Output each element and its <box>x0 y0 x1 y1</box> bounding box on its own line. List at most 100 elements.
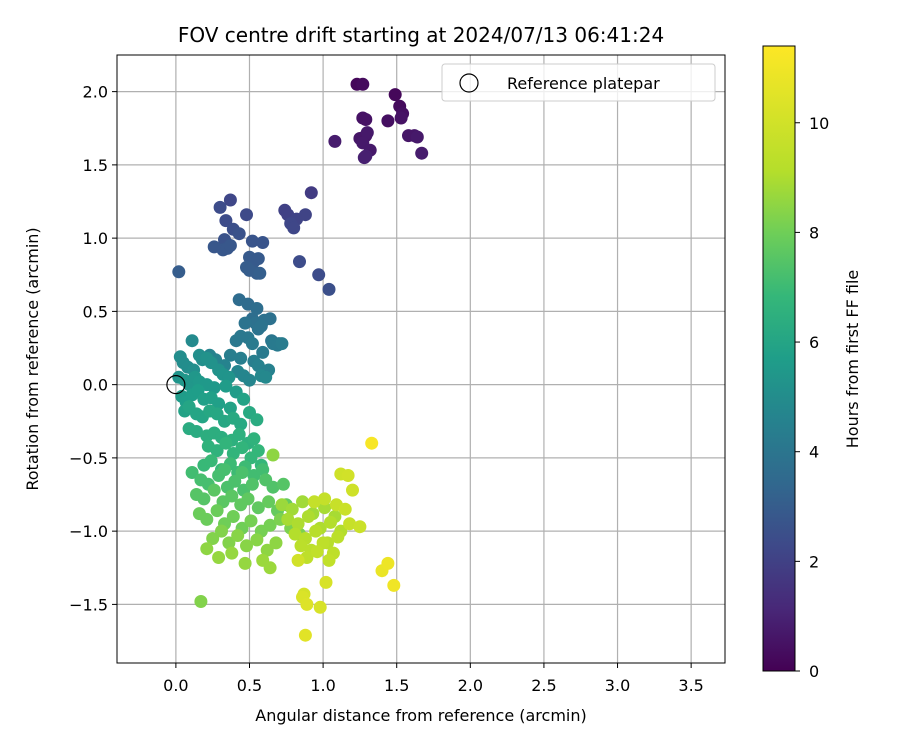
scatter-point <box>251 252 265 266</box>
scatter-point <box>204 454 218 468</box>
scatter-point <box>243 373 256 387</box>
scatter-point <box>301 510 315 523</box>
scatter-point <box>359 113 373 126</box>
y-tick-label: −1.5 <box>69 595 108 614</box>
scatter-point <box>357 151 371 165</box>
scatter-point <box>263 312 277 326</box>
colorbar: 0 2 4 6 8 10 Hours from first FF file <box>762 45 862 681</box>
scatter-point <box>304 186 318 200</box>
chart-title: FOV centre drift starting at 2024/07/13 … <box>178 23 664 47</box>
scatter-point <box>415 146 429 160</box>
scatter-point <box>343 517 357 531</box>
scatter-point <box>310 545 324 559</box>
scatter-point <box>251 359 265 373</box>
legend-marker-reference <box>459 73 479 93</box>
scatter-point <box>244 514 258 528</box>
scatter-point <box>322 553 336 567</box>
scatter-point <box>338 502 352 516</box>
scatter-point <box>250 302 264 315</box>
x-tick-label: 1.5 <box>384 676 409 695</box>
scatter-point <box>240 208 253 222</box>
scatter-point <box>318 492 332 506</box>
scatter-point <box>365 436 379 450</box>
scatter-point <box>235 441 249 455</box>
scatter-point <box>212 551 226 564</box>
scatter-point <box>296 495 309 509</box>
scatter-point <box>226 510 240 523</box>
scatter-point <box>322 282 336 296</box>
scatter-point <box>256 463 270 477</box>
scatter-point <box>225 546 239 560</box>
scatter-point <box>219 379 233 393</box>
scatter-point <box>341 469 355 482</box>
scatter-point <box>312 268 326 282</box>
scatter-point <box>234 417 248 431</box>
scatter-point <box>262 495 276 509</box>
y-axis-ticks: −1.5 −1.0 −0.5 0.0 0.5 1.0 1.5 2.0 <box>69 83 117 614</box>
scatter-point <box>293 255 306 269</box>
y-tick-label: 0.0 <box>83 376 108 395</box>
scatter-point <box>346 483 359 497</box>
x-tick-label: 3.0 <box>605 676 630 695</box>
scatter-point <box>243 263 256 277</box>
data-points <box>172 77 429 642</box>
scatter-point <box>245 234 259 248</box>
scatter-point <box>394 111 408 125</box>
scatter-point <box>218 463 231 477</box>
colorbar-gradient <box>762 45 796 672</box>
x-tick-label: 1.0 <box>310 676 335 695</box>
colorbar-tick-label: 2 <box>809 552 819 571</box>
colorbar-ticks: 0 2 4 6 8 10 <box>795 114 829 681</box>
scatter-point <box>219 214 233 228</box>
reference-marker-layer <box>166 375 186 395</box>
scatter-point <box>238 556 252 570</box>
y-tick-label: 1.5 <box>83 156 108 175</box>
scatter-point <box>235 466 249 479</box>
scatter-point <box>287 221 301 235</box>
scatter-point <box>256 236 270 249</box>
x-tick-label: 2.0 <box>458 676 483 695</box>
scatter-point <box>207 381 221 395</box>
scatter-point <box>245 477 259 491</box>
scatter-point <box>223 401 237 415</box>
x-axis-ticks: 0.0 0.5 1.0 1.5 2.0 2.5 3.0 3.5 <box>163 663 704 695</box>
x-axis-label: Angular distance from reference (arcmin) <box>255 706 586 725</box>
scatter-point <box>228 474 242 488</box>
scatter-point <box>223 193 237 207</box>
scatter-point <box>353 520 367 534</box>
scatter-point <box>206 532 220 545</box>
colorbar-tick-label: 8 <box>809 223 819 242</box>
scatter-point <box>328 134 342 148</box>
colorbar-tick-label: 10 <box>809 114 829 133</box>
scatter-point <box>212 397 226 411</box>
scatter-point <box>237 392 251 406</box>
scatter-point <box>388 88 402 102</box>
scatter-point <box>281 512 295 526</box>
colorbar-tick-label: 6 <box>809 333 819 352</box>
scatter-point <box>245 337 259 351</box>
scatter-point <box>260 543 274 557</box>
scatter-point <box>219 436 233 450</box>
scatter-point <box>251 501 265 515</box>
scatter-point <box>309 524 323 538</box>
scatter-point <box>291 553 305 567</box>
scatter-point <box>197 492 211 506</box>
scatter-point <box>276 477 290 491</box>
scatter-point <box>298 208 312 222</box>
scatter-point <box>313 600 327 614</box>
scatter-point <box>324 515 337 529</box>
scatter-point <box>263 518 277 532</box>
y-axis-label: Rotation from reference (arcmin) <box>23 227 42 490</box>
scatter-point <box>410 130 424 144</box>
scatter-point <box>294 539 308 553</box>
scatter-point <box>238 316 252 330</box>
scatter-point <box>172 265 186 279</box>
scatter-point <box>288 527 302 541</box>
reference-platepar-marker <box>166 375 186 395</box>
scatter-point <box>275 337 289 351</box>
scatter-point <box>298 628 312 642</box>
scatter-point <box>225 489 239 503</box>
scatter-point <box>251 444 265 458</box>
scatter-point <box>185 334 199 348</box>
